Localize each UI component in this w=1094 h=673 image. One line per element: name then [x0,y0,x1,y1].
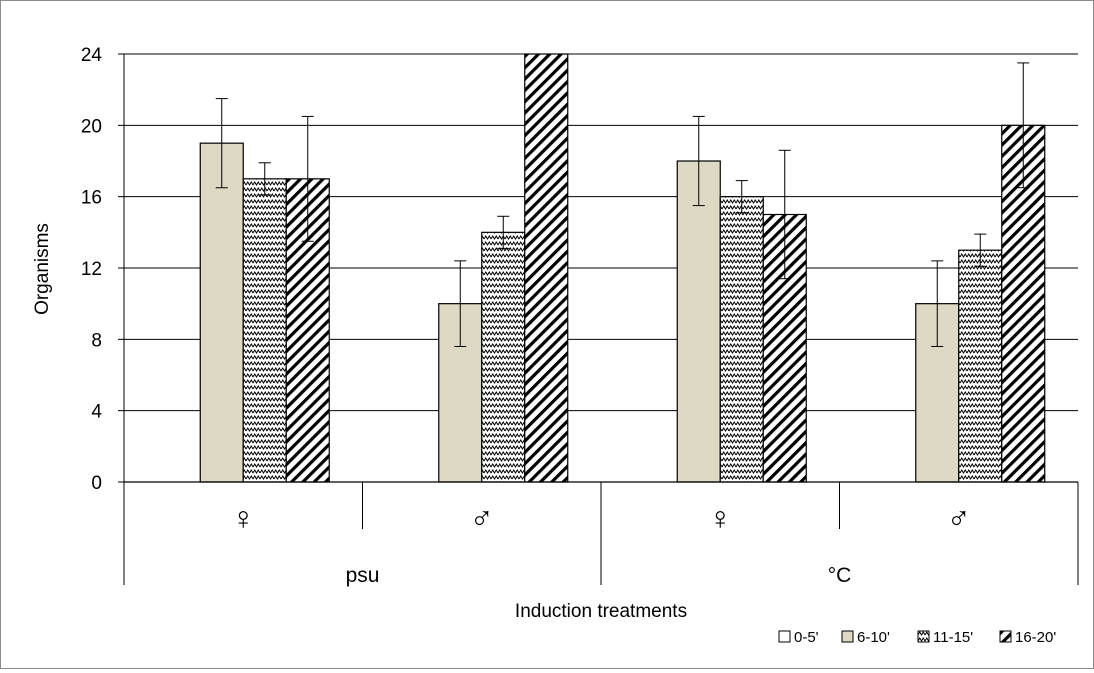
legend-label: 6-10' [857,629,890,646]
category-label: ♂ [947,500,971,536]
group-label: °C [828,564,852,587]
axes: 0 4 8 12 16 20 24 ♀ ♂ ♀ ♂ psu °C [81,45,1079,587]
y-tick-label: 24 [81,45,103,66]
y-tick-label: 8 [91,330,102,351]
bar [242,178,287,483]
y-axis-title: Organisms [32,223,53,315]
legend-swatch [841,630,854,643]
x-axis-title: Induction treatments [515,601,687,622]
bar [958,249,1003,483]
bar [199,142,244,483]
legend-label: 16-20' [1015,629,1056,646]
bar [676,160,721,483]
legend-swatch [999,630,1012,643]
y-tick-label: 12 [81,259,102,280]
y-tick-label: 0 [91,473,102,494]
legend-swatch [917,630,930,643]
bar [481,231,526,483]
bar [719,196,764,483]
y-tick-label: 4 [91,402,102,423]
legend-label: 0-5' [794,629,819,646]
legend-swatch [778,630,791,643]
legend-label: 11-15' [933,629,973,646]
category-label: ♀ [708,500,732,536]
group-label: psu [346,564,380,587]
bar [524,53,569,483]
category-label: ♀ [231,500,255,536]
y-tick-label: 16 [81,188,102,209]
category-label: ♂ [470,500,494,536]
legend: 0-5' 6-10' 11-15' 16-20' [778,629,1056,646]
bars [199,53,1046,483]
y-tick-label: 20 [81,116,102,137]
